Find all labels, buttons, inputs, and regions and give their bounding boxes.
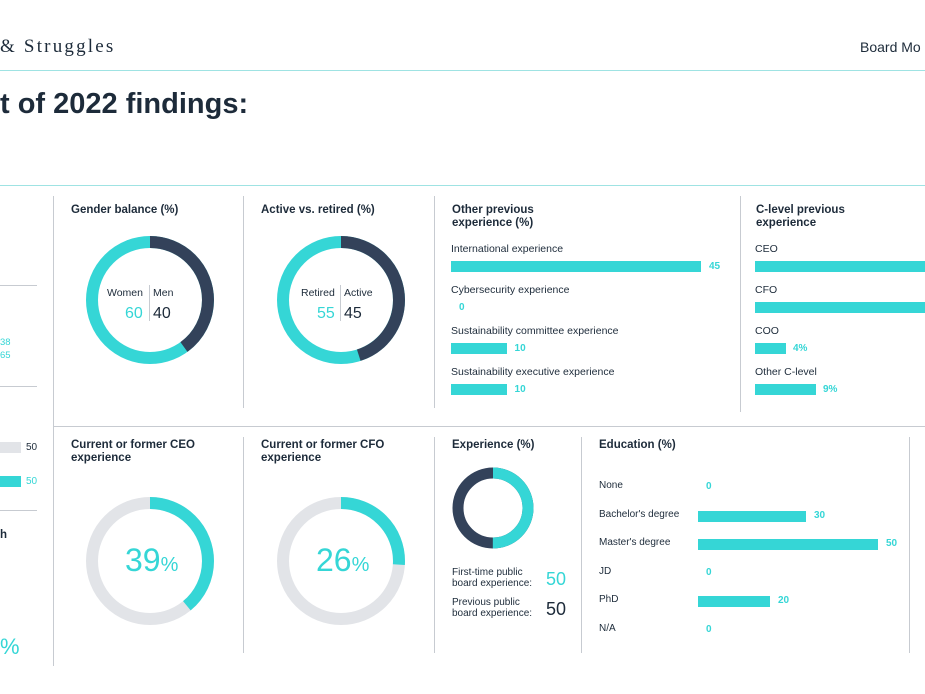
education-value: 0 [706,481,712,492]
active-retired-title: Active vs. retired (%) [261,204,375,216]
other-experience-value: 0 [459,302,465,313]
left-divider-2 [0,386,37,387]
education-value: 0 [706,566,712,578]
active-retired-separator [340,285,341,321]
left-divider-1 [0,285,37,286]
education-bar [698,539,878,551]
other-experience-bar [451,343,507,354]
label-retired: Retired [301,287,335,299]
clevel-label-coo: COO [755,325,779,337]
clevel-label-ceo: CEO [755,243,778,255]
other-experience-value: 10 [514,384,526,395]
education-value: 20 [778,595,790,607]
cfo-donut [277,497,405,625]
education-bar [698,596,770,608]
previous-label: Previous public board experience: [452,597,533,619]
education-value: 0 [706,624,712,635]
education-title: Education (%) [599,439,676,451]
other-experience-label: Sustainability committee experience [451,325,619,337]
clevel-bar-cfo [755,302,925,313]
label-active: Active [344,287,373,299]
other-experience-bar [451,384,507,395]
education-value: 50 [886,538,898,550]
ceo-donut [86,497,214,625]
col-divider-1 [53,196,54,666]
clevel-label-cfo: CFO [755,284,778,296]
row-divider [54,426,925,427]
title-divider [0,185,925,186]
gender-value-women: 60 [125,305,143,322]
other-experience-value: 45 [709,261,721,272]
clevel-bar-ceo [755,261,925,272]
education-label: JD [599,565,612,577]
ceo-donut-fill [86,497,214,625]
other-experience-bar [451,261,701,272]
education-label: Bachelor's degree [599,508,680,520]
education-label: N/A [599,623,616,634]
brand-name: & Struggles [0,36,116,57]
gender-donut-men-arc [86,236,214,364]
left-bar-value-2: 50 [26,476,38,487]
left-big-fragment: % [0,634,20,659]
experience-donut-first-time-arc [452,467,534,549]
value-retired: 55 [317,305,335,322]
left-bar-1 [0,442,21,453]
gender-donut [86,236,214,364]
left-divider-3 [0,510,37,511]
col-divider-5 [243,437,244,653]
experience-title: Experience (%) [452,439,535,451]
education-label: PhD [599,594,619,606]
left-value-a: 38 [0,337,11,348]
page-title: t of 2022 findings: [0,88,249,120]
left-heading-fragment: h [0,529,8,541]
clevel-value-coo: 4% [793,343,808,354]
clevel-value-other: 9% [823,384,838,395]
ceo-value: 39% [125,542,179,578]
active-retired-active-arc [277,236,405,364]
education-value: 30 [814,509,826,521]
gender-value-men: 40 [153,305,171,322]
value-active: 45 [344,305,362,322]
col-divider-7 [581,437,582,653]
cfo-title: Current or former CFO experience [261,439,385,464]
other-experience-label: International experience [451,243,564,255]
col-divider-3 [434,196,435,408]
gender-label-women: Women [107,287,143,299]
education-label: None [599,480,623,491]
previous-value: 50 [546,599,567,619]
active-retired-donut [277,236,405,364]
header-divider [0,70,925,71]
left-value-b: 65 [0,350,11,361]
first-time-value: 50 [546,569,567,589]
clevel-bar-coo [755,343,786,354]
col-divider-6 [434,437,435,653]
education-bar [698,510,806,522]
left-bar-value-1: 50 [26,442,38,453]
clevel-bar-other [755,384,816,395]
other-experience-label: Cybersecurity experience [451,284,570,296]
gender-separator [149,285,150,321]
col-divider-4 [740,196,741,412]
ceo-title: Current or former CEO experience [71,439,195,464]
left-bar-2 [0,476,21,487]
gender-label-men: Men [153,287,174,299]
section-name: Board Mo [860,39,921,55]
cfo-donut-fill [277,497,405,625]
gender-title: Gender balance (%) [71,204,179,216]
cfo-value: 26% [316,542,370,578]
col-divider-8 [909,437,910,653]
experience-donut [452,467,534,549]
other-experience-value: 10 [514,343,526,354]
other-experience-title: Other previous experience (%) [452,204,534,229]
first-time-label: First-time public board experience: [452,567,533,589]
col-divider-2 [243,196,244,408]
clevel-title: C-level previous experience [756,204,845,229]
education-label: Master's degree [599,537,671,549]
other-experience-label: Sustainability executive experience [451,366,615,378]
clevel-label-other: Other C-level [755,366,817,378]
